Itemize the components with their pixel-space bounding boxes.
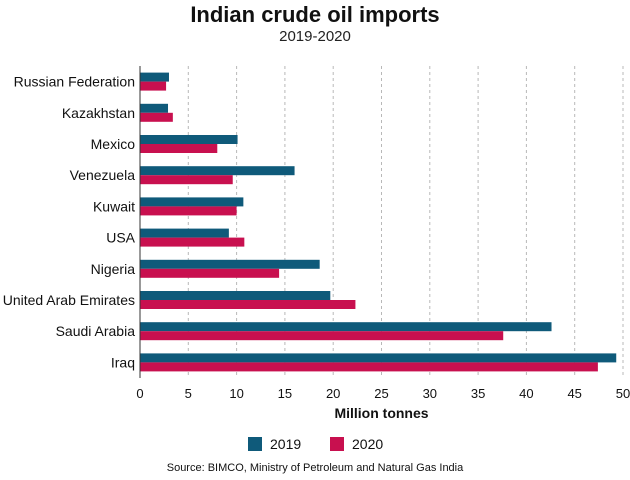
bar-2019-mexico — [140, 135, 238, 144]
bar-2019-iraq — [140, 353, 617, 363]
x-tick-labels: 0 5 10 15 20 25 30 35 40 45 50 — [136, 386, 630, 401]
category-label: United Arab Emirates — [3, 292, 135, 308]
category-label: USA — [106, 230, 135, 246]
category-label: Iraq — [111, 354, 135, 370]
bar-2020-kazakhstan — [140, 112, 173, 122]
bar-2020-nigeria — [140, 268, 280, 278]
bar-2019-united-arab-emirates — [140, 291, 331, 300]
x-tick-label: 20 — [326, 386, 340, 401]
bar-2019-russian-federation — [140, 72, 169, 82]
x-tick-label: 45 — [567, 386, 581, 401]
bar-2019-saudi-arabia — [140, 322, 552, 332]
category-label: Kazakhstan — [62, 105, 135, 121]
category-label: Venezuela — [70, 167, 136, 183]
bar-2020-kuwait — [140, 206, 237, 216]
category-label: Russian Federation — [14, 74, 135, 90]
bars — [140, 72, 617, 372]
legend-swatch-2020 — [330, 437, 344, 451]
x-tick-label: 35 — [471, 386, 485, 401]
legend-item-2019: 2019 — [248, 436, 301, 452]
bar-2019-usa — [140, 228, 229, 238]
bar-2020-mexico — [140, 144, 218, 153]
x-tick-label: 25 — [374, 386, 388, 401]
category-label: Saudi Arabia — [56, 323, 136, 339]
bar-2020-saudi-arabia — [140, 331, 504, 341]
x-tick-label: 30 — [423, 386, 437, 401]
bar-2019-kazakhstan — [140, 103, 169, 113]
x-axis-label: Million tonnes — [334, 405, 429, 421]
legend-label-2019: 2019 — [270, 436, 302, 452]
bar-2020-iraq — [140, 362, 598, 372]
x-tick-label: 50 — [616, 386, 630, 401]
x-tick-label: 15 — [278, 386, 292, 401]
legend-item-2020: 2020 — [330, 436, 383, 452]
category-label: Kuwait — [93, 198, 135, 214]
legend-label-2020: 2020 — [352, 436, 384, 452]
chart-title: Indian crude oil imports — [190, 2, 440, 27]
bar-2020-venezuela — [140, 175, 233, 185]
source-note: Source: BIMCO, Ministry of Petroleum and… — [166, 462, 464, 474]
category-label: Nigeria — [91, 261, 136, 277]
category-labels: Russian Federation Kazakhstan Mexico Venezu… — [3, 74, 136, 371]
chart-subtitle: 2019-2020 — [279, 28, 351, 45]
x-tick-label: 5 — [185, 386, 192, 401]
bar-2020-russian-federation — [140, 81, 167, 91]
x-tick-label: 0 — [136, 386, 143, 401]
legend: 2019 2020 — [0, 436, 630, 456]
bar-2020-usa — [140, 237, 245, 247]
bar-2019-venezuela — [140, 166, 295, 176]
x-tick-label: 40 — [519, 386, 533, 401]
x-tick-label: 10 — [229, 386, 243, 401]
legend-swatch-2019 — [248, 437, 262, 451]
bar-2019-kuwait — [140, 197, 244, 207]
bar-2020-united-arab-emirates — [140, 300, 356, 309]
category-label: Mexico — [91, 136, 136, 152]
bar-2019-nigeria — [140, 259, 320, 269]
